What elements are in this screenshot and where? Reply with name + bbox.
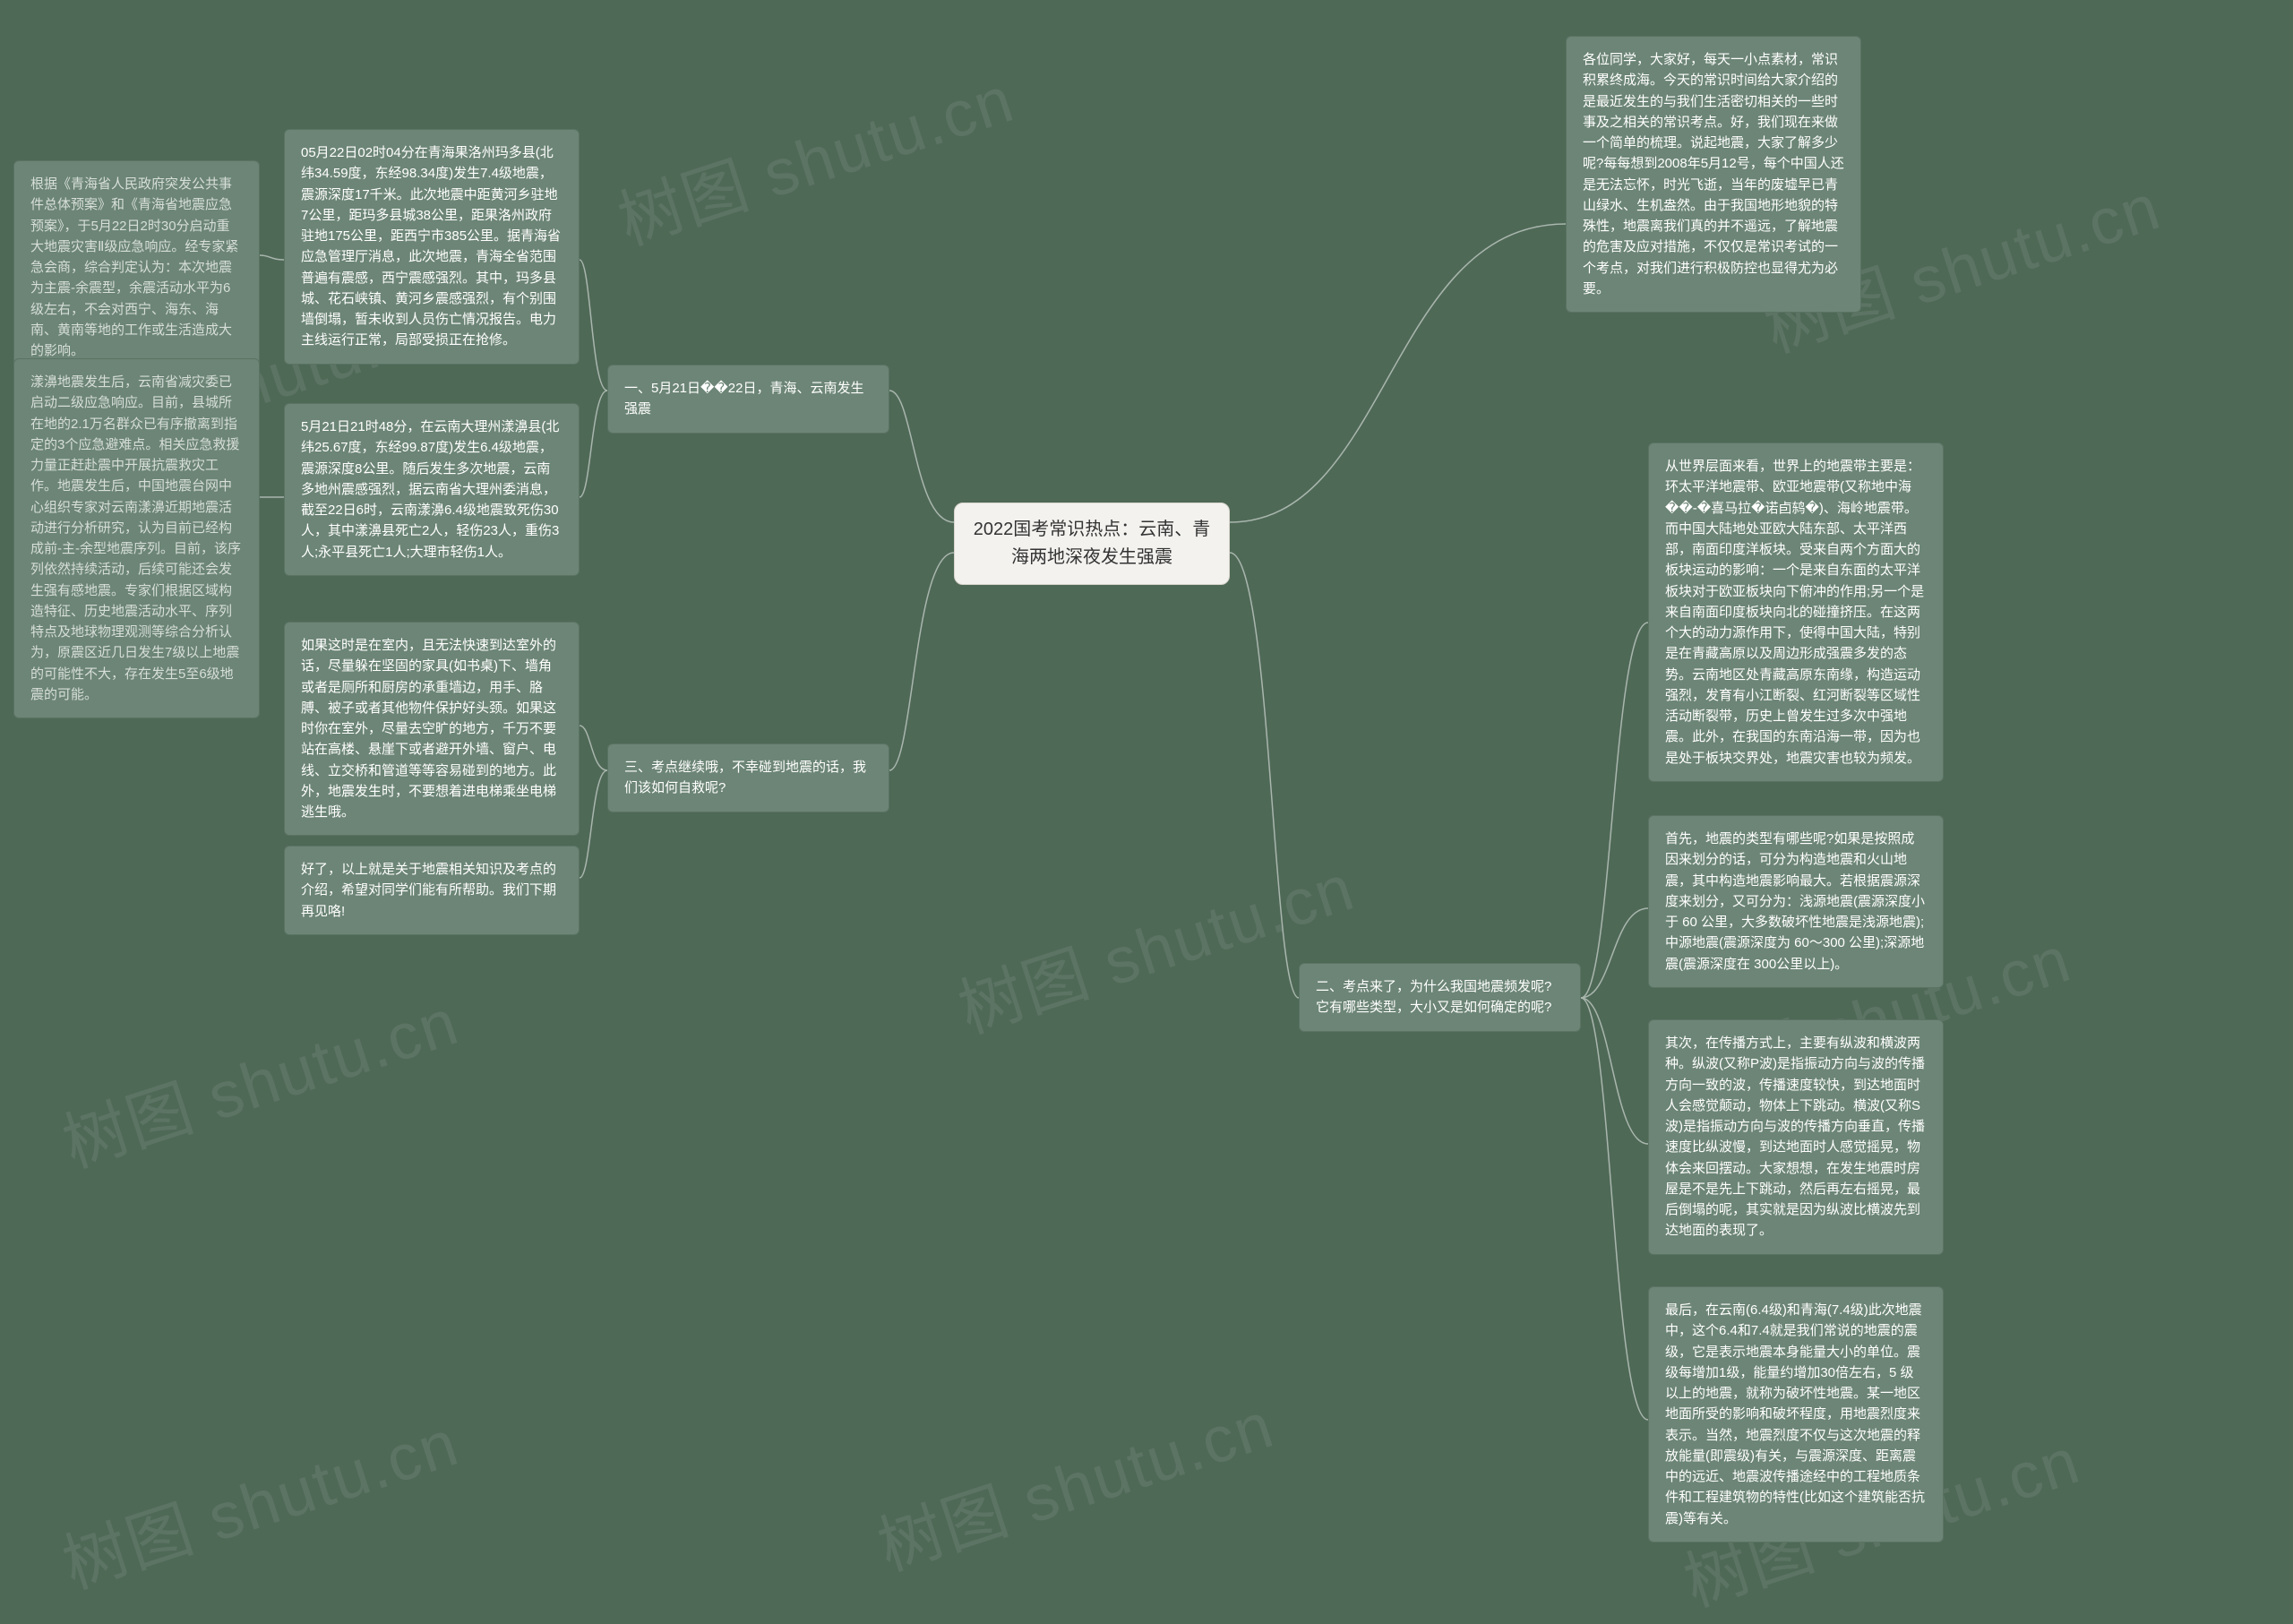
watermark: 树图 shutu.cn (605, 47, 1024, 262)
branch-1-leaf-1-sub[interactable]: 漾濞地震发生后，云南省减灾委已启动二级应急响应。目前，县城所在地的2.1万名群众… (13, 358, 260, 718)
connector (889, 553, 954, 770)
connector (580, 770, 607, 878)
connector (1230, 553, 1299, 998)
branch-3-leaf-1[interactable]: 好了，以上就是关于地震相关知识及考点的介绍，希望对同学们能有所帮助。我们下期再见… (284, 846, 580, 935)
connector (580, 260, 607, 391)
watermark: 树图 shutu.cn (49, 969, 468, 1185)
intro-node[interactable]: 各位同学，大家好，每天一小点素材，常识积累终成海。今天的常识时间给大家介绍的是最… (1566, 36, 1861, 313)
branch-1-label[interactable]: 一、5月21日��22日，青海、云南发生强震 (607, 365, 889, 434)
connector (1581, 908, 1648, 998)
branch-1-leaf-0-sub[interactable]: 根据《青海省人民政府突发公共事件总体预案》和《青海省地震应急预案》，于5月22日… (13, 160, 260, 374)
branch-1-leaf-1[interactable]: 5月21日21时48分，在云南大理州漾濞县(北纬25.67度，东经99.87度)… (284, 403, 580, 576)
branch-2-label[interactable]: 二、考点来了，为什么我国地震频发呢?它有哪些类型，大小又是如何确定的呢? (1299, 963, 1581, 1032)
branch-3-label[interactable]: 三、考点继续哦，不幸碰到地震的话，我们该如何自救呢? (607, 743, 889, 812)
connector (580, 391, 607, 497)
branch-2-leaf-0[interactable]: 从世界层面来看，世界上的地震带主要是：环太平洋地震带、欧亚地震带(又称地中海��… (1648, 443, 1944, 782)
watermark: 树图 shutu.cn (864, 1372, 1284, 1588)
connector (580, 726, 607, 770)
connector (1581, 998, 1648, 1420)
mindmap-center-node[interactable]: 2022国考常识热点：云南、青海两地深夜发生强震 (954, 503, 1230, 585)
branch-2-leaf-2[interactable]: 其次，在传播方式上，主要有纵波和横波两种。纵波(又称P波)是指振动方向与波的传播… (1648, 1019, 1944, 1255)
branch-3-leaf-0[interactable]: 如果这时是在室内，且无法快速到达室外的话，尽量躲在坚固的家具(如书桌)下、墙角或… (284, 622, 580, 836)
watermark: 树图 shutu.cn (49, 1390, 468, 1606)
connector (889, 391, 954, 522)
branch-2-leaf-1[interactable]: 首先，地震的类型有哪些呢?如果是按照成因来划分的话，可分为构造地震和火山地震，其… (1648, 815, 1944, 988)
connector (1581, 998, 1648, 1144)
connector (1230, 224, 1566, 522)
connector (260, 255, 284, 260)
branch-1-leaf-0[interactable]: 05月22日02时04分在青海果洛州玛多县(北纬34.59度，东经98.34度)… (284, 129, 580, 365)
branch-2-leaf-3[interactable]: 最后，在云南(6.4级)和青海(7.4级)此次地震中，这个6.4和7.4就是我们… (1648, 1286, 1944, 1542)
connector (1581, 623, 1648, 998)
